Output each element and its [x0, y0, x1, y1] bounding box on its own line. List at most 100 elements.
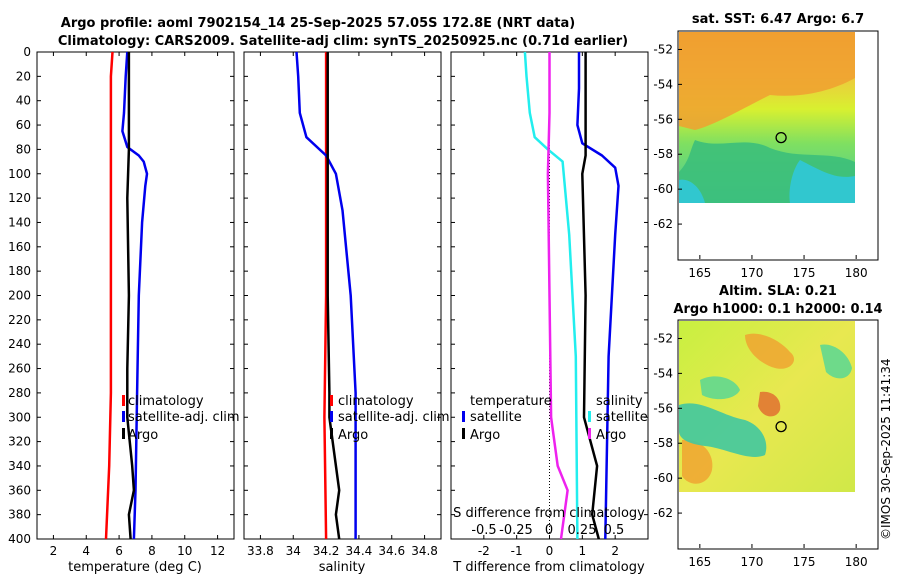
lat-tick-label: -52: [653, 42, 673, 56]
lon-tick-label: 165: [688, 266, 711, 280]
depth-tick-label: 180: [8, 264, 31, 278]
salinity-lines: [295, 51, 357, 540]
lon-tick-label: 175: [793, 555, 816, 569]
legend-swatch-t-satellite: [462, 411, 465, 422]
lat-tick-label: -56: [653, 112, 673, 126]
x-tick-label: 4: [82, 544, 90, 558]
lon-tick-label: 170: [740, 266, 763, 280]
legend-swatch-satellite-adj: [330, 411, 333, 422]
legend-swatch-satellite-adj: [122, 411, 125, 422]
legend-label-t-argo: Argo: [470, 428, 500, 443]
depth-tick-label: 380: [8, 508, 31, 522]
legend-label-satellite-adj: satellite-adj. clim: [128, 410, 240, 425]
x-tick-label: 8: [148, 544, 156, 558]
depth-tick-label: 0: [23, 45, 31, 59]
sla-low-region-north: [700, 376, 740, 400]
salinity-xlabel: salinity: [319, 560, 366, 575]
legend-swatch-argo: [122, 428, 125, 439]
x-tick-label: 2: [50, 544, 58, 558]
depth-tick-label: 260: [8, 362, 31, 376]
salinity-difference-axis-label: S difference from climatology: [453, 506, 645, 521]
temperature-axis-ticks: 2 4 6 8 10 12: [50, 52, 225, 558]
s-diff-tick: -0.5: [471, 523, 496, 538]
x-tick-label: 1: [579, 544, 587, 558]
series-line-argo: [326, 52, 341, 540]
sst-warm-region: [679, 32, 855, 130]
depth-tick-label: 140: [8, 215, 31, 229]
x-tick-label: -1: [511, 544, 523, 558]
difference-legend-right: salinity satellite Argo: [588, 394, 648, 443]
lon-tick-label: 180: [845, 555, 868, 569]
x-tick-label: 0: [546, 544, 554, 558]
salinity-axes-box: [243, 51, 442, 540]
depth-tick-label: 280: [8, 386, 31, 400]
difference-legend-left: temperature satellite Argo: [462, 394, 552, 443]
depth-tick-label: 160: [8, 240, 31, 254]
temperature-legend: climatology satellite-adj. clim Argo: [122, 394, 240, 443]
legend-label-climatology: climatology: [338, 394, 414, 409]
salinity-axis-ticks: 33.8 34 34.2 34.4 34.6 34.8: [247, 52, 438, 558]
sla-high-region: [745, 333, 795, 369]
lat-tick-label: -52: [653, 331, 673, 345]
argo-location-marker: [775, 131, 787, 144]
title-line-2: Climatology: CARS2009. Satellite-adj cli…: [58, 34, 628, 49]
x-tick-label: 2: [611, 544, 619, 558]
depth-tick-label: 400: [8, 532, 31, 546]
x-tick-label: 33.8: [247, 544, 274, 558]
lat-tick-label: -60: [653, 471, 673, 485]
depth-tick-label: 200: [8, 289, 31, 303]
lon-tick-label: 175: [793, 266, 816, 280]
sla-lat-ticks: -52 -54 -56 -58 -60 -62: [653, 331, 682, 520]
difference-axis-ticks: -2 -1 0 1 2: [478, 52, 619, 558]
series-line-climatology: [104, 51, 114, 540]
depth-tick-label: 300: [8, 410, 31, 424]
sst-lat-ticks: -52 -54 -56 -58 -60 -62: [653, 42, 682, 231]
legend-swatch-s-argo: [588, 428, 591, 439]
title-line-1: Argo profile: aoml 7902154_14 25-Sep-202…: [61, 16, 575, 31]
sla-map: Altim. SLA: 0.21 Argo h1000: 0.1 h2000: …: [653, 284, 882, 569]
x-tick-label: 34.8: [411, 544, 438, 558]
s-diff-tick: 0.5: [604, 523, 625, 538]
legend-label-argo: Argo: [128, 428, 158, 443]
depth-tick-label: 80: [16, 142, 31, 156]
sst-cyan-patch: [789, 160, 855, 203]
difference-lines: [523, 51, 620, 540]
lat-tick-label: -54: [653, 77, 673, 91]
sla-low-region: [679, 403, 767, 457]
x-tick-label: 6: [115, 544, 123, 558]
sst-cyan-patch-west: [679, 179, 705, 203]
depth-tick-label: 320: [8, 435, 31, 449]
difference-panel: -2 -1 0 1 2 T difference from climatology S …: [450, 51, 649, 575]
argo-location-marker: [775, 420, 787, 433]
x-tick-label: 34.6: [378, 544, 405, 558]
x-tick-label: 34: [286, 544, 301, 558]
sst-lon-ticks: 165 170 175 180: [688, 255, 868, 280]
x-tick-label: -2: [478, 544, 490, 558]
depth-tick-label: 60: [16, 118, 31, 132]
sla-high-region-east: [758, 391, 781, 417]
legend-swatch-s-satellite: [588, 411, 591, 422]
legend-swatch-argo: [330, 428, 333, 439]
lon-tick-label: 180: [845, 266, 868, 280]
s-diff-tick: 0: [545, 523, 553, 538]
s-diff-tick: -0.25: [499, 523, 533, 538]
legend-label-climatology: climatology: [128, 394, 204, 409]
depth-tick-label: 340: [8, 459, 31, 473]
depth-tick-label: 100: [8, 167, 31, 181]
difference-depth-ticks: [451, 51, 648, 540]
lon-tick-label: 165: [688, 555, 711, 569]
depth-tick-label: 20: [16, 69, 31, 83]
legend-label-t-satellite: satellite: [470, 410, 522, 425]
sst-map-title: sat. SST: 6.47 Argo: 6.7: [692, 12, 864, 27]
depth-tick-label: 240: [8, 337, 31, 351]
legend-swatch-climatology: [122, 395, 125, 406]
series-line-temperature-argo: [581, 52, 601, 540]
series-line-satellite-adj-clim: [295, 51, 357, 539]
sla-map-title-2: Argo h1000: 0.1 h2000: 0.14: [673, 302, 882, 317]
temperature-lines: [104, 51, 149, 540]
x-tick-label: 34.2: [313, 544, 340, 558]
legend-swatch-climatology: [330, 395, 333, 406]
salinity-panel: 33.8 34 34.2 34.4 34.6 34.8 salinity climatol…: [243, 51, 450, 575]
legend-label-satellite-adj: satellite-adj. clim: [338, 410, 450, 425]
sla-map-title-1: Altim. SLA: 0.21: [719, 284, 837, 299]
